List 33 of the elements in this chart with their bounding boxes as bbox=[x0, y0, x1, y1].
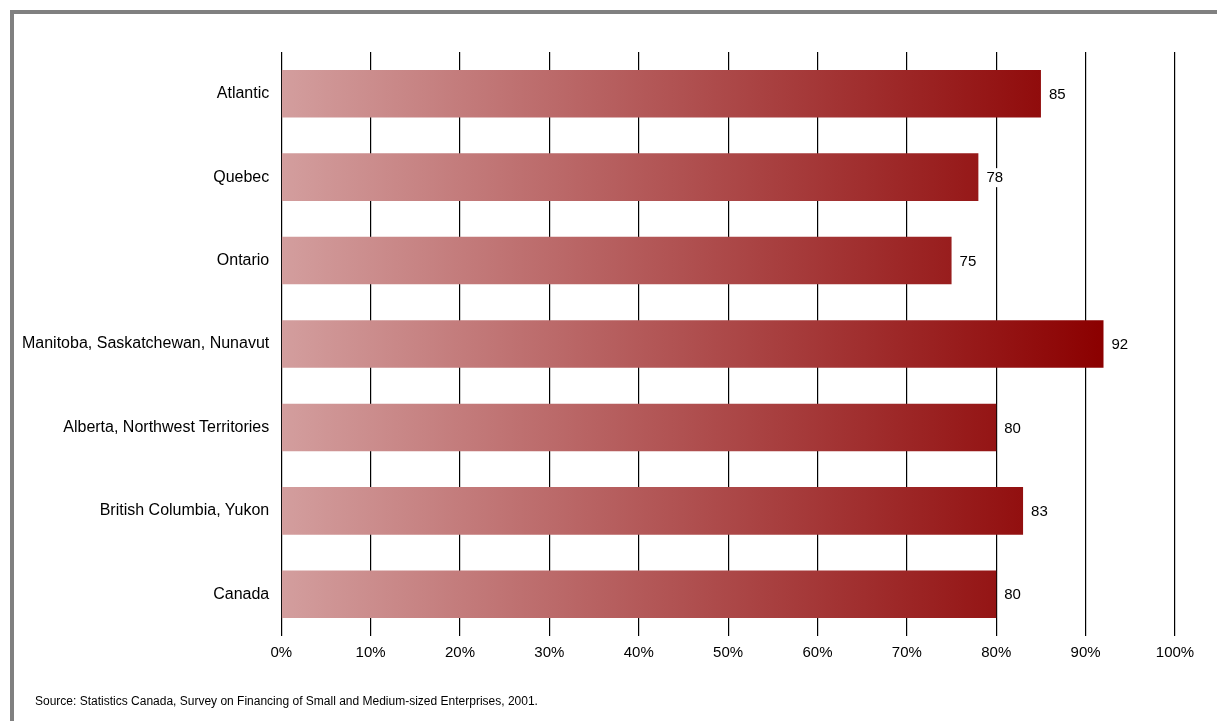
x-tick-label: 10% bbox=[355, 643, 386, 661]
data-label: 80 bbox=[1004, 585, 1021, 603]
y-tick-label: Canada bbox=[213, 584, 270, 602]
x-tick-label: 80% bbox=[981, 643, 1012, 661]
data-label: 92 bbox=[1111, 335, 1129, 353]
data-label: 83 bbox=[1031, 502, 1048, 519]
x-tick-label: 20% bbox=[444, 643, 476, 661]
data-label: 85 bbox=[1048, 84, 1066, 102]
data-label: 78 bbox=[986, 168, 1004, 186]
bar bbox=[281, 69, 1041, 118]
bar bbox=[281, 320, 1104, 368]
source-note: Source: Statistics Canada, Survey on Financing of Small and Medium-sized Enterprises, 2001. bbox=[35, 694, 538, 708]
x-tick-label: 100% bbox=[1155, 643, 1195, 661]
x-tick-label: 0% bbox=[270, 643, 293, 661]
bar bbox=[281, 236, 952, 285]
y-tick-label: Quebec bbox=[213, 167, 270, 185]
x-tick-label: 70% bbox=[891, 643, 922, 661]
bar bbox=[281, 153, 979, 201]
x-tick-label: 30% bbox=[534, 643, 565, 661]
bar bbox=[281, 570, 997, 619]
x-tick-label: 50% bbox=[713, 643, 744, 661]
x-tick-label: 40% bbox=[623, 643, 654, 661]
x-tick-label: 90% bbox=[1070, 643, 1101, 661]
y-tick-label: Alberta, Northwest Territories bbox=[63, 417, 270, 435]
y-tick-label: Manitoba, Saskatchewan, Nunavut bbox=[21, 334, 270, 352]
bar bbox=[281, 403, 997, 452]
y-tick-label: Atlantic bbox=[216, 84, 270, 102]
y-tick-label: Ontario bbox=[216, 250, 270, 268]
y-tick-label: British Columbia, Yukon bbox=[99, 501, 270, 519]
data-label: 80 bbox=[1004, 418, 1021, 436]
bar bbox=[281, 487, 1024, 535]
x-tick-label: 60% bbox=[802, 643, 833, 661]
data-label: 75 bbox=[959, 251, 977, 269]
